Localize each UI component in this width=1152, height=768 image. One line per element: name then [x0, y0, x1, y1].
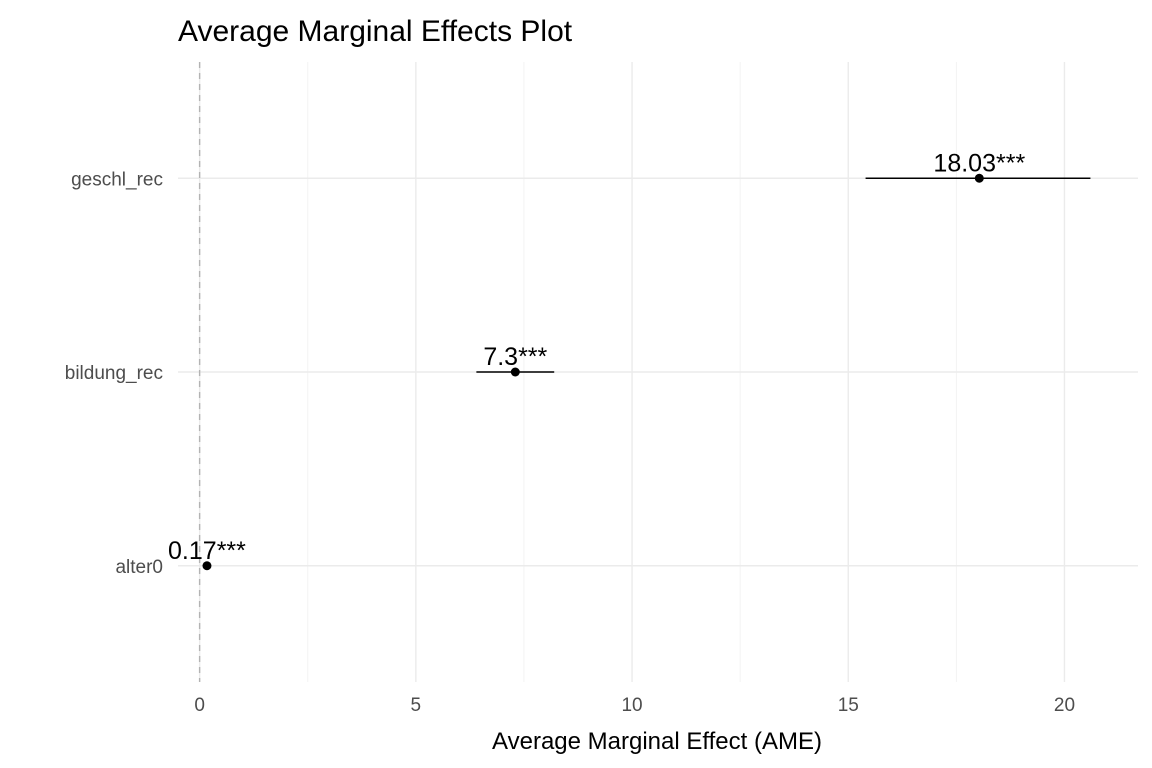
estimate-label: 0.17*** — [168, 537, 246, 565]
chart-title: Average Marginal Effects Plot — [178, 15, 573, 48]
estimate-label: 7.3*** — [483, 343, 547, 371]
y-tick-label: geschl_rec — [71, 169, 163, 190]
estimate-point — [202, 561, 212, 571]
x-tick-label: 20 — [1054, 695, 1075, 716]
y-axis-tick-labels: alter0 bildung_rec geschl_rec — [65, 169, 163, 578]
x-tick-label: 0 — [194, 695, 205, 716]
x-tick-label: 15 — [838, 695, 859, 716]
x-axis-tick-labels: 0 5 10 15 20 — [194, 695, 1075, 716]
coefficient-marks: 0.17*** 7.3*** 18.03*** — [168, 149, 1091, 571]
estimate-point — [974, 173, 984, 183]
x-tick-label: 10 — [621, 695, 642, 716]
estimate-point — [510, 367, 520, 377]
x-tick-label: 5 — [411, 695, 422, 716]
y-tick-label: bildung_rec — [65, 363, 163, 384]
estimate-label: 18.03*** — [933, 149, 1025, 177]
x-axis-label: Average Marginal Effect (AME) — [492, 728, 822, 755]
y-tick-label: alter0 — [115, 557, 163, 578]
